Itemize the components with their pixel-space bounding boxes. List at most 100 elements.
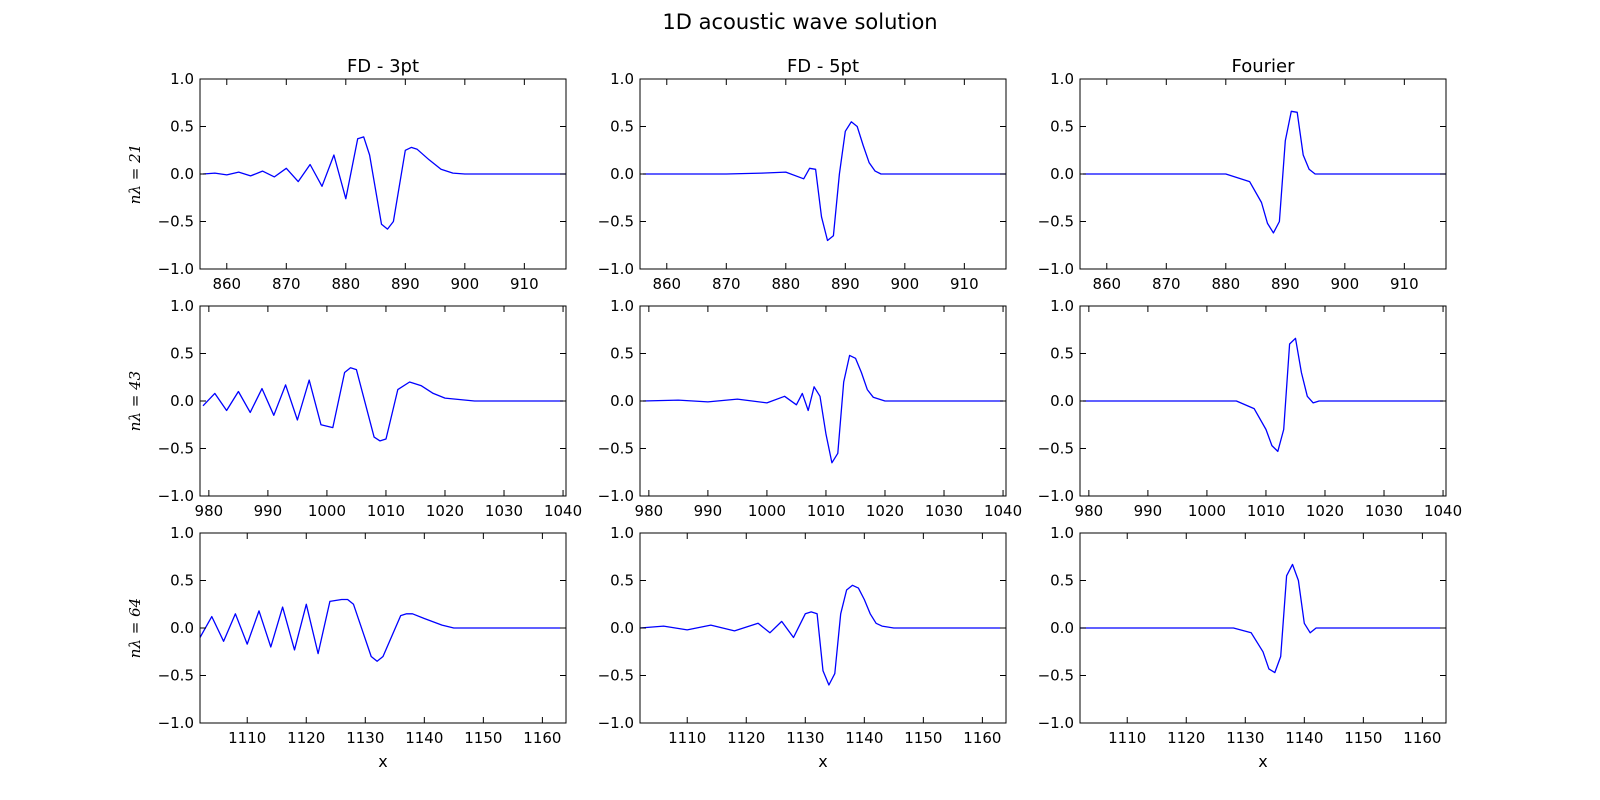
y-tick-label: 1.0 (1050, 70, 1074, 88)
column-title: Fourier (1231, 56, 1295, 77)
x-tick-label: 900 (451, 275, 480, 293)
x-tick-label: 1040 (984, 502, 1022, 520)
x-tick-label: 1030 (1365, 502, 1403, 520)
x-tick-label: 980 (1075, 502, 1104, 520)
x-tick-label: 900 (1331, 275, 1360, 293)
x-tick-label: 1040 (1424, 502, 1462, 520)
row-label: nλ = 43 (126, 371, 144, 431)
column-title: FD - 5pt (787, 56, 859, 77)
x-tick-label: 1000 (748, 502, 786, 520)
y-tick-label: −0.5 (1038, 667, 1074, 685)
x-tick-label: 1150 (464, 729, 502, 747)
x-tick-label: 910 (950, 275, 979, 293)
x-tick-label: 1000 (1188, 502, 1226, 520)
y-tick-label: −1.0 (1038, 487, 1074, 505)
x-tick-label: 1120 (287, 729, 325, 747)
x-tick-label: 900 (891, 275, 920, 293)
series-line (202, 136, 566, 230)
y-tick-label: 0.0 (170, 619, 194, 637)
y-tick-label: 1.0 (1050, 297, 1074, 315)
x-tick-label: 1110 (228, 729, 266, 747)
y-tick-label: 1.0 (170, 524, 194, 542)
panel-r0-c2: −1.0 −0.5 0.0 0.5 1.0 860 870 880 890 900 910 Fouri… (1038, 56, 1447, 293)
panel-r1-c2: −1.0 −0.5 0.0 0.5 1.0 980 990 1000 1010 1020 1030 1… (1038, 297, 1463, 520)
panel-r1-c0: −1.0 −0.5 0.0 0.5 1.0 980 990 1000 1010 1020 1030 1… (126, 297, 582, 520)
y-tick-label: 1.0 (610, 70, 634, 88)
y-tick-label: −0.5 (1038, 440, 1074, 458)
x-tick-label: 910 (1390, 275, 1419, 293)
x-tick-label: 1130 (786, 729, 824, 747)
y-tick-label: −1.0 (158, 487, 194, 505)
row-label: nλ = 64 (126, 598, 144, 658)
y-tick-label: −1.0 (158, 714, 194, 732)
x-tick-label: 1140 (405, 729, 443, 747)
x-tick-label: 990 (694, 502, 723, 520)
x-tick-label: 990 (254, 502, 283, 520)
x-tick-label: 1120 (727, 729, 765, 747)
x-tick-label: 860 (1092, 275, 1121, 293)
x-tick-label: 1040 (544, 502, 582, 520)
y-tick-label: 0.0 (1050, 619, 1074, 637)
panel-r1-c1: −1.0 −0.5 0.0 0.5 1.0 980 990 1000 1010 1020 1030 1… (598, 297, 1023, 520)
y-tick-label: −0.5 (598, 213, 634, 231)
x-tick-label: 990 (1134, 502, 1163, 520)
y-tick-label: −0.5 (1038, 213, 1074, 231)
x-axis-label: x (818, 752, 827, 771)
y-tick-label: −1.0 (598, 260, 634, 278)
y-tick-label: 0.0 (1050, 392, 1074, 410)
x-tick-label: 1110 (668, 729, 706, 747)
y-tick-label: 0.0 (170, 392, 194, 410)
y-tick-label: 1.0 (1050, 524, 1074, 542)
x-axis-label: x (378, 752, 387, 771)
x-tick-label: 1020 (866, 502, 904, 520)
y-tick-label: 0.5 (610, 118, 634, 136)
x-tick-label: 1010 (367, 502, 405, 520)
x-tick-label: 980 (635, 502, 664, 520)
series-line (1083, 337, 1443, 453)
series-line (1083, 110, 1446, 234)
y-tick-label: 0.0 (610, 165, 634, 183)
y-tick-label: 0.0 (1050, 165, 1074, 183)
x-tick-label: 1140 (845, 729, 883, 747)
y-tick-label: 0.0 (170, 165, 194, 183)
y-tick-label: 0.0 (610, 619, 634, 637)
y-tick-label: 0.5 (610, 572, 634, 590)
x-tick-label: 1020 (1306, 502, 1344, 520)
x-tick-label: 1020 (426, 502, 464, 520)
x-tick-label: 1010 (807, 502, 845, 520)
x-tick-label: 1000 (308, 502, 346, 520)
y-tick-label: 0.5 (170, 345, 194, 363)
x-tick-label: 1150 (904, 729, 942, 747)
x-tick-label: 870 (712, 275, 741, 293)
x-tick-label: 860 (652, 275, 681, 293)
x-tick-label: 1030 (485, 502, 523, 520)
figure-title: 1D acoustic wave solution (662, 10, 938, 34)
panel-r2-c2: −1.0 −0.5 0.0 0.5 1.0 1110 1120 1130 1140 1150 116… (1038, 524, 1447, 771)
series-line (202, 367, 563, 442)
x-tick-label: 1140 (1285, 729, 1323, 747)
x-tick-label: 1030 (925, 502, 963, 520)
panel-r2-c1: −1.0 −0.5 0.0 0.5 1.0 1110 1120 1130 1140 1150 116… (598, 524, 1007, 771)
x-tick-label: 870 (272, 275, 301, 293)
x-axis-label: x (1258, 752, 1267, 771)
row-label: nλ = 21 (126, 144, 144, 204)
x-tick-label: 910 (510, 275, 539, 293)
y-tick-label: 1.0 (170, 297, 194, 315)
x-tick-label: 880 (1211, 275, 1240, 293)
y-tick-label: 0.5 (170, 118, 194, 136)
series-line (639, 584, 1001, 686)
x-tick-label: 1160 (1403, 729, 1441, 747)
x-tick-label: 870 (1152, 275, 1181, 293)
x-tick-label: 890 (391, 275, 420, 293)
x-tick-label: 1110 (1108, 729, 1146, 747)
y-tick-label: −0.5 (598, 440, 634, 458)
y-tick-label: −1.0 (1038, 714, 1074, 732)
y-tick-label: −0.5 (598, 667, 634, 685)
x-tick-label: 1150 (1344, 729, 1382, 747)
panel-r0-c1: −1.0 −0.5 0.0 0.5 1.0 860 870 880 890 900 910 FD - … (598, 56, 1007, 293)
x-tick-label: 1160 (523, 729, 561, 747)
panel-r0-c0: −1.0 −0.5 0.0 0.5 1.0 860 870 880 890 900 910 FD - … (126, 56, 567, 293)
x-tick-label: 1160 (963, 729, 1001, 747)
x-tick-label: 980 (195, 502, 224, 520)
